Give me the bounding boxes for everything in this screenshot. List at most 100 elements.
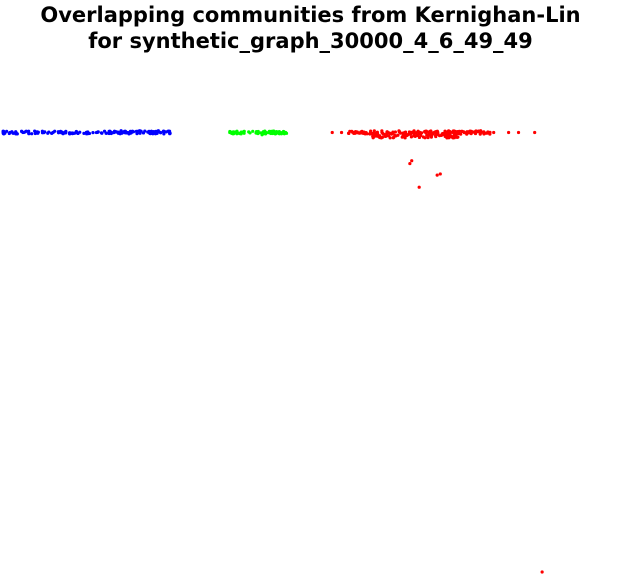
- series-3-point: [368, 131, 372, 135]
- series-1-point: [68, 132, 72, 136]
- series-1-point: [116, 131, 120, 135]
- series-2-point: [254, 131, 258, 135]
- series-1-point: [161, 130, 165, 134]
- series-3-point: [414, 131, 419, 135]
- series-3-point: [434, 130, 438, 134]
- series-3-point: [429, 133, 433, 138]
- series-3-point: [448, 133, 452, 138]
- series-3-point: [460, 129, 464, 133]
- series-1-point: [156, 129, 160, 133]
- series-3-point: [421, 135, 425, 139]
- series-3-point: [385, 130, 389, 134]
- series-3-point: [408, 161, 412, 166]
- series-3-point: [384, 134, 388, 138]
- series-1-point: [128, 129, 133, 133]
- series-2-point: [275, 129, 279, 134]
- series-3-point: [434, 134, 438, 139]
- series-3-point: [482, 130, 486, 134]
- series-3-point: [437, 134, 442, 138]
- series-3-point: [357, 131, 361, 135]
- series-3-point: [382, 132, 386, 136]
- series-2-point: [242, 129, 246, 133]
- series-3-point: [380, 129, 384, 133]
- series-3-point: [347, 131, 351, 136]
- series-1-point: [96, 130, 100, 134]
- series-3-point: [467, 131, 472, 135]
- series-3-point: [456, 135, 460, 139]
- series-1-point: [70, 132, 75, 136]
- series-1-point: [167, 130, 172, 135]
- series-3-point: [391, 131, 395, 135]
- series-2-point: [264, 131, 269, 135]
- series-1-point: [40, 129, 44, 133]
- series-1-point: [50, 131, 54, 135]
- series-3-point: [507, 130, 511, 135]
- series-3-point: [442, 132, 446, 136]
- series-1-point: [143, 129, 147, 133]
- series-3-point: [387, 134, 391, 138]
- series-3-point: [533, 130, 537, 135]
- series-1-point: [138, 129, 142, 133]
- series-3-point: [350, 130, 355, 134]
- series-3-point: [453, 133, 457, 137]
- series-1-point: [84, 130, 89, 135]
- series-1-point: [30, 132, 34, 136]
- series-3-point: [371, 135, 375, 139]
- series-3-point: [365, 132, 369, 136]
- series-1-point: [91, 131, 95, 135]
- series-3-point: [339, 130, 344, 135]
- series-3-point: [454, 130, 458, 134]
- series-1-point: [104, 131, 109, 135]
- series-3-point: [378, 134, 382, 138]
- series-3-point: [444, 134, 448, 139]
- series-3-point: [438, 172, 442, 176]
- series-1-point: [27, 129, 31, 133]
- series-3-point: [417, 135, 422, 140]
- series-1-point: [152, 129, 156, 134]
- points-layer: [1, 129, 544, 574]
- series-1-point: [58, 130, 62, 134]
- series-3-point: [401, 134, 405, 138]
- series-3-point: [353, 131, 357, 135]
- series-3-point: [405, 133, 409, 138]
- series-1-point: [131, 130, 136, 134]
- series-3-point: [374, 132, 378, 137]
- series-3-point: [417, 185, 421, 189]
- series-2-point: [248, 131, 252, 135]
- series-1-point: [82, 131, 86, 135]
- series-1-point: [123, 129, 127, 133]
- series-3-point: [465, 132, 469, 136]
- series-1-point: [135, 132, 139, 136]
- series-2-point: [228, 130, 232, 135]
- series-1-point: [23, 130, 27, 134]
- chart-title-line-2: for synthetic_graph_30000_4_6_49_49: [88, 29, 533, 53]
- series-1-point: [11, 131, 15, 135]
- series-1-point: [113, 130, 117, 134]
- series-1-point: [5, 129, 9, 133]
- series-3-point: [426, 135, 430, 140]
- series-3-point: [488, 130, 492, 134]
- series-3-point: [435, 173, 439, 177]
- series-1-point: [20, 129, 24, 133]
- series-1-point: [27, 132, 31, 136]
- series-3-point: [540, 570, 544, 574]
- series-2-point: [251, 129, 255, 133]
- series-1-point: [1, 130, 5, 135]
- series-2-point: [256, 129, 260, 134]
- series-1-point: [53, 129, 57, 133]
- series-2-point: [271, 129, 275, 133]
- series-3-point: [403, 136, 407, 140]
- series-2-point: [239, 130, 243, 134]
- series-3-point: [415, 133, 419, 138]
- series-1-point: [164, 130, 169, 134]
- series-1-point: [102, 129, 107, 133]
- chart-title-line-1: Overlapping communities from Kernighan-L…: [40, 3, 581, 27]
- series-3-point: [447, 136, 451, 140]
- series-3-point: [398, 131, 403, 135]
- series-3-point: [391, 136, 395, 140]
- series-3-point: [330, 130, 334, 135]
- chart-title: Overlapping communities from Kernighan-L…: [0, 2, 621, 54]
- series-3-point: [472, 130, 476, 134]
- series-3-point: [394, 134, 398, 138]
